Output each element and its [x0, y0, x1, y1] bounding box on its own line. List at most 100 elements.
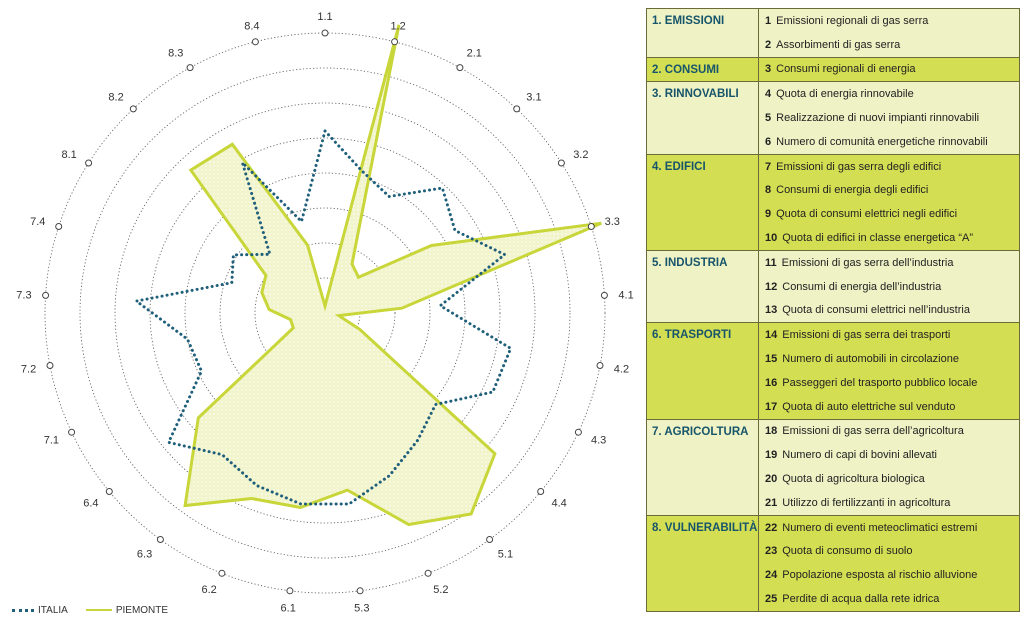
indicator-label: Perdite di acqua dalla rete idrica: [782, 593, 940, 606]
indicator-number: 25: [765, 593, 778, 606]
indicator-label: Emissioni di gas serra dei trasporti: [782, 329, 951, 342]
group-items: 14 Emissioni di gas serra dei trasporti 15…: [759, 323, 1019, 418]
axis-marker: [156, 536, 164, 543]
axis-marker: [486, 536, 494, 543]
chart-legend: ITALIA PIEMONTE: [12, 602, 186, 618]
indicator-number: 10: [765, 232, 778, 245]
indicator-row: 15 Numero di automobili in circolazione: [759, 347, 1019, 371]
indicator-label: Numero di automobili in circolazione: [782, 353, 959, 366]
indicator-number: 17: [765, 400, 778, 413]
indicator-group: 6. TRASPORTI 14 Emissioni di gas serra dei…: [647, 322, 1019, 419]
group-title: 4. EDIFICI: [647, 154, 759, 250]
indicator-number: 16: [765, 376, 778, 389]
axis-marker: [557, 159, 565, 167]
axis-label: 5.1: [498, 548, 513, 560]
indicator-number: 20: [765, 473, 778, 486]
indicator-label: Consumi di energia degli edifici: [776, 184, 929, 197]
indicator-group: 8. VULNERABILITÀ 22 Numero di eventi meteo…: [647, 514, 1019, 611]
indicator-label: Consumi regionali di energia: [776, 63, 916, 76]
indicator-row: 4 Quota di energia rinnovabile: [759, 82, 1019, 106]
piemonte-series: [183, 24, 602, 527]
indicator-number: 21: [765, 496, 778, 509]
indicator-label: Emissioni di gas serra dell’industria: [781, 256, 954, 269]
radar-ring: [184, 172, 466, 454]
axis-labels: 1.1 1.2 2.1 3.1 3.2 3.3 4.1 4.2 4.3 4.4 5.1 5.2 5.3 6…: [16, 11, 633, 615]
indicator-group: 1. EMISSIONI 1 Emissioni regionali di gas …: [647, 9, 1019, 57]
axis-label: 6.1: [281, 603, 296, 615]
indicator-group: 3. RINNOVABILI 4 Quota di energia rinnovab…: [647, 81, 1019, 154]
indicator-number: 7: [765, 160, 772, 173]
group-title: 8. VULNERABILITÀ: [647, 515, 759, 611]
axis-label: 7.2: [21, 364, 36, 376]
indicator-group: 2. CONSUMI 3 Consumi regionali di energia: [647, 56, 1019, 82]
indicator-number: 2: [765, 38, 772, 51]
indicator-row: 10 Quota di edifici in classe energetica …: [759, 226, 1019, 250]
indicator-number: 24: [765, 569, 778, 582]
indicator-row: 18 Emissioni di gas serra dell’agricoltur…: [759, 420, 1019, 444]
axis-marker: [85, 159, 93, 167]
axis-label: 7.1: [44, 435, 59, 447]
indicator-row: 11 Emissioni di gas serra dell’industria: [759, 251, 1019, 275]
indicator-label: Consumi di energia dell’industria: [782, 280, 942, 293]
axis-label: 6.4: [83, 497, 98, 509]
group-title: 6. TRASPORTI: [647, 323, 759, 419]
axis-label: 8.1: [62, 149, 77, 161]
axis-marker: [513, 105, 521, 113]
indicator-row: 17 Quota di auto elettriche sul venduto: [759, 395, 1019, 419]
indicator-label: Emissioni di gas serra dell’agricoltura: [782, 425, 964, 438]
axis-marker: [537, 488, 545, 495]
indicator-number: 19: [765, 449, 778, 462]
indicator-number: 4: [765, 88, 772, 101]
group-items: 4 Quota di energia rinnovabile 5 Realizzazi…: [759, 82, 1019, 153]
axis-marker: [600, 291, 608, 299]
axis-label: 4.3: [591, 435, 606, 447]
axis-marker: [251, 38, 259, 46]
axis-label: 1.2: [390, 20, 405, 32]
indicator-number: 1: [765, 14, 772, 27]
axis-marker: [55, 223, 63, 230]
group-title: 5. INDUSTRIA: [647, 250, 759, 323]
axis-marker: [105, 488, 113, 495]
group-items: 3 Consumi regionali di energia: [759, 58, 1019, 82]
indicator-label: Popolazione esposta al rischio alluvione: [782, 569, 978, 582]
axis-label: 6.2: [202, 584, 217, 596]
indicator-row: 2 Assorbimenti di gas serra: [759, 33, 1019, 57]
axis-marker: [129, 105, 137, 113]
indicator-label: Quota di consumi elettrici negli edifici: [776, 208, 958, 221]
indicator-label: Emissioni regionali di gas serra: [776, 14, 929, 27]
axis-label: 7.3: [16, 289, 31, 301]
group-items: 11 Emissioni di gas serra dell’industria 1…: [759, 251, 1019, 322]
indicator-row: 20 Quota di agricoltura biologica: [759, 467, 1019, 491]
axis-marker: [574, 428, 582, 436]
indicator-label: Quota di agricoltura biologica: [782, 473, 925, 486]
indicator-group: 7. AGRICOLTURA 18 Emissioni di gas serra d…: [647, 418, 1019, 515]
group-title: 1. EMISSIONI: [647, 9, 759, 57]
axis-marker: [186, 64, 194, 72]
axis-markers: [42, 29, 608, 595]
group-items: 18 Emissioni di gas serra dell’agricoltur…: [759, 420, 1019, 515]
indicator-row: 3 Consumi regionali di energia: [759, 58, 1019, 82]
legend-piemonte: PIEMONTE: [85, 605, 168, 616]
indicator-label: Quota di consumo di suolo: [782, 545, 913, 558]
axis-marker: [46, 362, 54, 369]
indicator-label: Numero di comunità energetiche rinnovabi…: [776, 135, 988, 148]
axis-marker: [286, 587, 294, 595]
indicator-number: 11: [765, 256, 777, 269]
axis-marker: [218, 569, 226, 577]
axis-marker: [391, 38, 399, 46]
indicator-row: 21 Utilizzo di fertilizzanti in agricoltu…: [759, 491, 1019, 515]
radar-ring: [149, 137, 501, 489]
group-title: 2. CONSUMI: [647, 57, 759, 82]
indicator-row: 22 Numero di eventi meteoclimatici estrem…: [759, 516, 1019, 540]
group-items: 7 Emissioni di gas serra degli edifici 8 Co…: [759, 155, 1019, 250]
indicator-row: 1 Emissioni regionali di gas serra: [759, 9, 1019, 33]
indicator-row: 6 Numero di comunità energetiche rinnovab…: [759, 130, 1019, 154]
indicator-label: Quota di auto elettriche sul venduto: [782, 400, 956, 413]
legend-italia: ITALIA: [12, 605, 68, 616]
indicator-number: 14: [765, 329, 778, 342]
radar-rings: [44, 32, 606, 594]
indicator-label: Utilizzo di fertilizzanti in agricoltura: [782, 496, 951, 509]
axis-label: 4.2: [614, 364, 629, 376]
radar-ring: [79, 67, 571, 559]
legend-italia-label: ITALIA: [38, 604, 68, 616]
